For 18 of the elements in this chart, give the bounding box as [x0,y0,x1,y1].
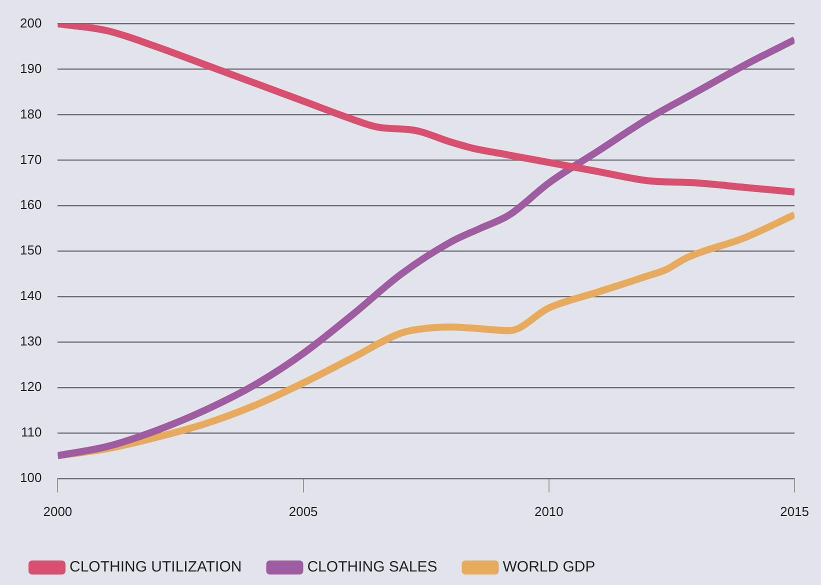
y-tick-label: 100 [20,470,42,485]
y-tick-label: 110 [20,424,42,440]
x-tick-label: 2005 [288,504,318,519]
legend-label: CLOTHING SALES [307,558,438,576]
legend-label: CLOTHING UTILIZATION [70,558,242,576]
x-tick-label: 2010 [534,504,564,519]
y-tick-label: 120 [20,379,42,394]
y-tick-label: 180 [20,106,42,122]
x-tick-label: 2015 [780,504,809,519]
y-tick-label: 190 [20,60,42,76]
y-tick-label: 130 [20,334,42,349]
legend-label: WORLD GDP [502,558,596,576]
y-tick-label: 200 [20,15,42,30]
y-tick-label: 160 [20,197,42,212]
y-tick-label: 170 [20,152,42,167]
y-tick-label: 140 [20,288,42,304]
y-tick-label: 150 [20,242,42,258]
x-tick-label: 2000 [43,504,72,519]
